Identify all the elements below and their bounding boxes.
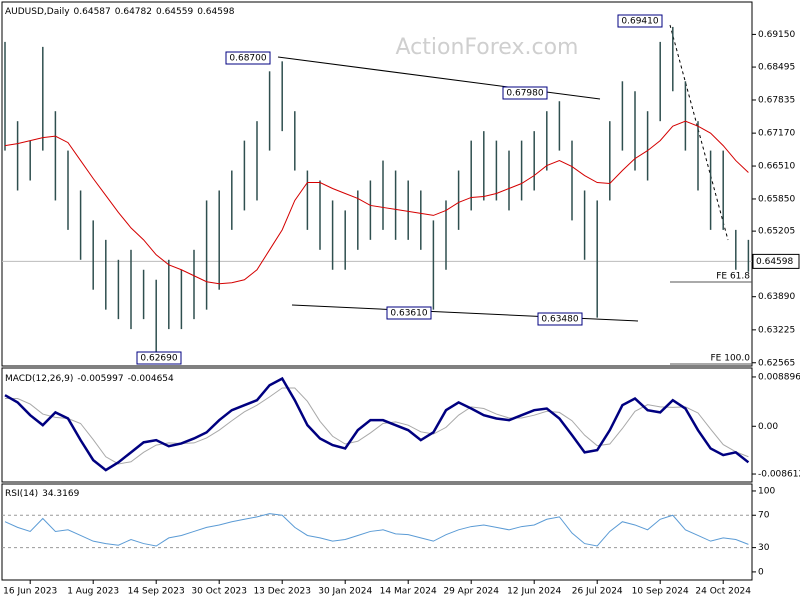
annotation-box: [136, 351, 182, 365]
macd-header: MACD(12,26,9) -0.005997 -0.004654: [5, 374, 174, 384]
y-tick-label: 0.008896: [758, 372, 800, 382]
annotation-box: [386, 306, 432, 320]
x-tick-label: 14 Sep 2023: [128, 587, 185, 597]
indicator: MACD(12,26,9): [5, 374, 73, 384]
y-tick-label: 100: [758, 486, 775, 496]
macd-panel: [1, 367, 753, 483]
annotation: 0.63610: [390, 309, 427, 319]
x-tick-label: 13 Dec 2023: [253, 587, 311, 597]
annotation-box: [537, 312, 583, 326]
moving-average: [4, 120, 749, 285]
annotation-box: [617, 14, 663, 28]
annotation-box: [502, 86, 548, 100]
y-tick-label: 0: [758, 567, 764, 577]
header-value: 0.64587: [74, 7, 111, 17]
y-tick-label: 0.69150: [758, 30, 795, 40]
y-tick-label: 70: [758, 511, 770, 521]
trend-line: [291, 304, 639, 322]
indicator: RSI(14): [5, 489, 38, 499]
y-tick-label: 0.66510: [758, 162, 795, 172]
trend-line: [277, 56, 601, 100]
header-value: 0.64782: [115, 7, 152, 17]
watermark: ActionForex.com: [396, 35, 579, 60]
y-tick-label: 0.00: [758, 422, 778, 432]
rsi-panel: [1, 483, 753, 581]
y-tick-label: 0.65205: [758, 227, 795, 237]
header-value: -0.005997: [77, 374, 123, 384]
price-box: [752, 253, 800, 269]
symbol: AUDUSD,Daily: [5, 7, 70, 17]
y-tick-label: 30: [758, 543, 770, 553]
x-tick-label: 1 Aug 2023: [67, 587, 119, 597]
annotation: 0.63480: [541, 315, 578, 325]
fe-label: FE 61.8: [716, 272, 750, 282]
y-tick-label: 0.65850: [758, 194, 795, 204]
x-tick-label: 26 Jul 2024: [572, 587, 623, 597]
rsi-header: RSI(14) 34.3169: [5, 489, 80, 499]
header-value: 0.64598: [197, 7, 234, 17]
x-tick-label: 30 Oct 2023: [191, 587, 247, 597]
header-value: 34.3169: [42, 489, 79, 499]
y-tick-label: 0.63225: [758, 325, 795, 335]
indicator-line: [5, 387, 749, 465]
y-tick-label: 0.67835: [758, 95, 795, 105]
x-tick-label: 29 Apr 2024: [443, 587, 499, 597]
annotation: 0.62690: [140, 354, 177, 364]
annotation: 0.69410: [621, 17, 658, 27]
x-tick-label: 10 Sep 2024: [632, 587, 689, 597]
header-value: 0.64559: [156, 7, 193, 17]
y-tick-label: 0.67170: [758, 129, 795, 139]
indicator-line: [4, 376, 750, 472]
annotation-box: [225, 51, 271, 65]
x-tick-label: 12 Jun 2024: [507, 587, 561, 597]
price-header: AUDUSD,Daily 0.64587 0.64782 0.64559 0.64598: [5, 7, 235, 17]
x-tick-label: 16 Jun 2023: [3, 587, 57, 597]
current-price-label: 0.64598: [756, 257, 793, 267]
x-tick-label: 24 Oct 2024: [695, 587, 751, 597]
y-tick-label: -0.008612: [758, 470, 800, 480]
fe-label: FE 100.0: [711, 354, 751, 364]
price-panel: [1, 1, 753, 367]
x-tick-label: 30 Jan 2024: [318, 587, 372, 597]
header-value: -0.004654: [128, 374, 174, 384]
indicator-line: [4, 513, 749, 547]
y-tick-label: 0.63890: [758, 292, 795, 302]
y-tick-label: 0.68495: [758, 63, 795, 73]
y-tick-label: 0.62565: [758, 358, 795, 368]
x-tick-label: 14 Mar 2024: [380, 587, 437, 597]
projection-line: [669, 24, 729, 241]
annotation: 0.67980: [506, 89, 543, 99]
annotation: 0.68700: [229, 54, 266, 64]
